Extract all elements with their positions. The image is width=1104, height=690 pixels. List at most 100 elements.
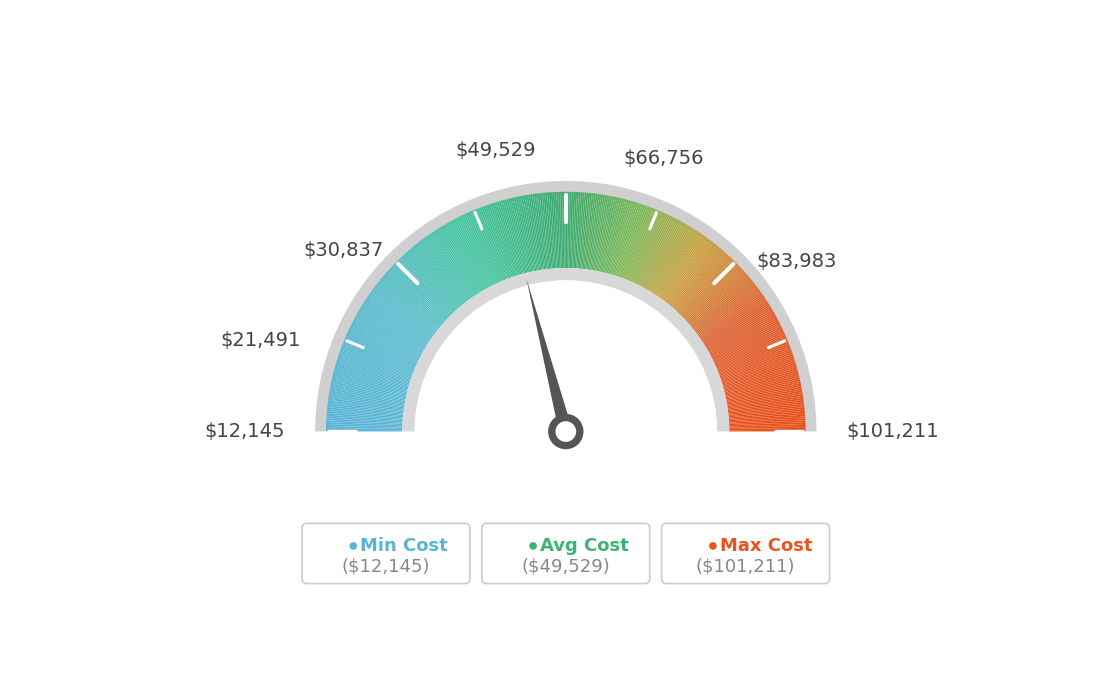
Wedge shape [535, 193, 546, 269]
Wedge shape [540, 193, 549, 269]
Wedge shape [672, 249, 723, 308]
Wedge shape [682, 264, 737, 318]
Wedge shape [726, 383, 802, 400]
Wedge shape [714, 333, 785, 366]
Wedge shape [452, 219, 489, 288]
Wedge shape [360, 308, 426, 348]
Wedge shape [684, 268, 742, 321]
Wedge shape [609, 200, 630, 274]
Wedge shape [328, 397, 404, 410]
Wedge shape [709, 315, 776, 353]
Wedge shape [390, 268, 447, 321]
Wedge shape [654, 229, 696, 294]
Wedge shape [343, 339, 415, 370]
Wedge shape [693, 282, 754, 331]
Wedge shape [606, 199, 627, 273]
Wedge shape [679, 258, 733, 314]
Wedge shape [476, 208, 506, 280]
Wedge shape [357, 313, 424, 352]
Wedge shape [530, 194, 543, 270]
Wedge shape [346, 336, 416, 368]
Wedge shape [714, 331, 784, 364]
Wedge shape [666, 242, 714, 303]
Wedge shape [376, 283, 437, 331]
Wedge shape [730, 424, 806, 428]
Wedge shape [326, 422, 403, 426]
Wedge shape [564, 192, 565, 268]
Wedge shape [473, 210, 503, 281]
Wedge shape [596, 196, 613, 271]
Wedge shape [388, 270, 445, 322]
Wedge shape [315, 181, 817, 431]
Wedge shape [708, 313, 775, 352]
Wedge shape [418, 241, 467, 302]
Wedge shape [715, 335, 786, 366]
Wedge shape [700, 294, 763, 339]
Wedge shape [347, 333, 417, 366]
Wedge shape [573, 192, 578, 268]
Wedge shape [724, 370, 798, 391]
Wedge shape [671, 248, 722, 307]
Wedge shape [604, 199, 624, 273]
Wedge shape [394, 264, 449, 318]
Wedge shape [584, 193, 594, 269]
Wedge shape [575, 192, 581, 268]
Wedge shape [517, 197, 534, 271]
Wedge shape [425, 237, 470, 299]
Wedge shape [329, 391, 405, 405]
Wedge shape [623, 206, 650, 279]
Wedge shape [712, 324, 782, 359]
Wedge shape [341, 345, 413, 374]
Wedge shape [488, 204, 514, 277]
Wedge shape [697, 288, 758, 335]
Wedge shape [482, 206, 510, 278]
Wedge shape [389, 269, 446, 322]
Wedge shape [335, 368, 408, 390]
Wedge shape [670, 247, 720, 306]
Wedge shape [406, 252, 458, 310]
Wedge shape [675, 253, 728, 310]
Wedge shape [607, 200, 629, 274]
Wedge shape [647, 224, 687, 290]
Wedge shape [497, 201, 520, 275]
Wedge shape [496, 202, 519, 275]
Wedge shape [662, 239, 710, 301]
Circle shape [350, 542, 357, 550]
Wedge shape [340, 348, 413, 376]
Wedge shape [729, 417, 805, 422]
Wedge shape [460, 215, 495, 285]
Wedge shape [680, 261, 735, 316]
Text: $66,756: $66,756 [624, 150, 703, 168]
Wedge shape [711, 323, 781, 359]
Wedge shape [595, 196, 611, 271]
Wedge shape [502, 200, 524, 274]
Wedge shape [522, 195, 538, 270]
Wedge shape [346, 335, 416, 366]
Wedge shape [576, 193, 583, 268]
Wedge shape [705, 308, 772, 348]
Wedge shape [559, 192, 562, 268]
Wedge shape [730, 430, 806, 431]
Wedge shape [532, 194, 544, 270]
Wedge shape [331, 381, 406, 398]
Wedge shape [403, 254, 456, 311]
Wedge shape [661, 237, 707, 299]
Wedge shape [585, 193, 596, 269]
Wedge shape [338, 355, 411, 381]
Wedge shape [332, 374, 407, 393]
FancyBboxPatch shape [481, 524, 650, 584]
Wedge shape [703, 302, 768, 344]
Wedge shape [499, 201, 521, 275]
Wedge shape [637, 215, 671, 285]
Wedge shape [348, 331, 417, 364]
Polygon shape [527, 279, 572, 433]
Wedge shape [724, 374, 799, 393]
Wedge shape [335, 364, 408, 387]
Wedge shape [658, 233, 702, 297]
Wedge shape [716, 338, 787, 369]
Wedge shape [673, 252, 725, 310]
Wedge shape [728, 402, 804, 413]
Wedge shape [615, 203, 640, 276]
Wedge shape [386, 272, 444, 324]
Wedge shape [553, 192, 559, 268]
